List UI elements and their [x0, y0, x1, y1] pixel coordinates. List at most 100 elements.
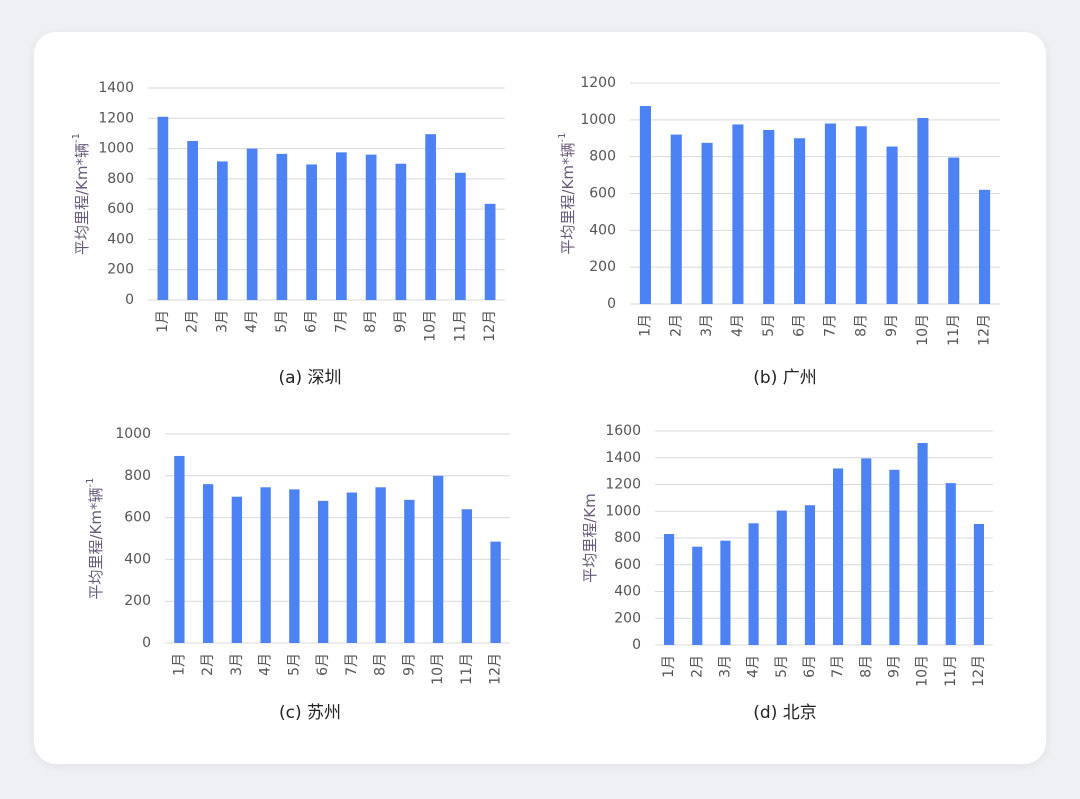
bar [246, 148, 258, 300]
bar [346, 492, 358, 643]
y-tick-label: 1400 [605, 450, 641, 466]
x-tick-label: 8月 [363, 310, 379, 333]
bar [979, 189, 991, 304]
y-tick-label: 400 [124, 551, 151, 567]
y-tick-label: 200 [107, 262, 134, 278]
x-tick-label: 11月 [459, 653, 475, 685]
x-tick-label: 7月 [830, 655, 846, 678]
card [34, 32, 1046, 764]
bar [945, 483, 956, 645]
bar [231, 496, 243, 643]
x-tick-label: 5月 [274, 310, 290, 333]
bar [701, 142, 713, 304]
y-tick-label: 800 [589, 149, 616, 165]
bar [748, 523, 759, 645]
bar [455, 172, 466, 300]
caption: (a) 深圳 [278, 368, 341, 388]
bar [889, 469, 900, 645]
x-tick-label: 3月 [214, 310, 230, 333]
chart-panel: 0 200 400 600 800 1000 1200 1400 1600 1月 2月 3月 4月 5月 6… [581, 423, 993, 723]
x-tick-label: 11月 [943, 655, 959, 687]
x-tick-label: 8月 [853, 314, 869, 337]
y-axis-label-sup: -1 [557, 133, 568, 143]
x-tick-label: 8月 [858, 655, 874, 678]
y-axis-label-text: 平均里程/Km*辆 [559, 142, 577, 254]
x-tick-label: 1月 [171, 653, 187, 676]
y-tick-label: 600 [107, 201, 134, 217]
x-tick-label: 2月 [668, 314, 684, 337]
y-axis-label-text: 平均里程/Km [581, 493, 599, 583]
y-axis-label: 平均里程/Km*辆-1 [71, 133, 91, 255]
x-tick-label: 9月 [393, 310, 409, 333]
y-axis-label-text: 平均里程/Km*辆 [73, 143, 91, 255]
chart-panel: 0 200 400 600 800 1000 1月 2月 3月 4月 5月 6月 7月 8月 9月 10月 11… [85, 426, 510, 723]
x-tick-label: 5月 [761, 314, 777, 337]
x-tick-label: 1月 [637, 314, 653, 337]
x-tick-label: 4月 [746, 655, 762, 678]
x-tick-label: 1月 [661, 655, 677, 678]
x-tick-label: 12月 [971, 655, 987, 687]
x-tick-label: 2月 [200, 653, 216, 676]
bar [260, 487, 271, 643]
y-axis-label-text: 平均里程/Km*辆 [87, 487, 105, 599]
bar [917, 443, 928, 645]
x-tick-label: 12月 [482, 310, 498, 342]
x-tick-label: 5月 [774, 655, 790, 678]
y-tick-label: 600 [124, 510, 151, 526]
y-tick-label: 1200 [98, 110, 134, 126]
y-tick-label: 200 [614, 610, 641, 626]
x-tick-label: 12月 [977, 314, 993, 346]
x-tick-label: 4月 [244, 310, 260, 333]
bar [804, 505, 815, 645]
y-axis-label: 平均里程/Km*辆-1 [85, 478, 105, 600]
y-axis-label: 平均里程/Km [581, 493, 599, 583]
bar [375, 487, 386, 643]
y-axis-label-sup: -1 [71, 133, 82, 143]
y-tick-label: 0 [607, 296, 616, 312]
x-tick-label: 9月 [886, 655, 902, 678]
y-tick-label: 600 [614, 557, 641, 573]
bar [217, 161, 228, 300]
x-tick-label: 10月 [423, 310, 439, 342]
x-tick-label: 10月 [915, 655, 931, 687]
bar [855, 126, 867, 304]
x-tick-label: 4月 [730, 314, 746, 337]
bar [432, 475, 444, 643]
bar [824, 123, 836, 305]
bar [276, 153, 288, 300]
bar [202, 484, 214, 643]
x-tick-label: 8月 [373, 653, 389, 676]
x-tick-label: 6月 [802, 655, 818, 678]
x-tick-label: 2月 [689, 655, 705, 678]
bar [490, 541, 501, 643]
y-tick-label: 400 [589, 222, 616, 238]
y-tick-label: 1000 [580, 112, 616, 128]
x-tick-label: 6月 [792, 314, 808, 337]
bar [336, 152, 347, 300]
bar [461, 509, 473, 643]
x-tick-label: 10月 [915, 314, 931, 346]
x-tick-label: 2月 [185, 310, 201, 333]
y-tick-label: 400 [614, 584, 641, 600]
chart-panel: 0 200 400 600 800 1000 1200 1400 1月 2月 3月 4月 5月 6月 7月 8… [71, 80, 505, 388]
y-tick-label: 400 [107, 231, 134, 247]
y-axis-label: 平均里程/Km*辆-1 [557, 133, 577, 255]
y-tick-label: 800 [107, 171, 134, 187]
x-tick-label: 9月 [884, 314, 900, 337]
y-tick-label: 1000 [605, 503, 641, 519]
bar [948, 157, 960, 304]
caption: (b) 广州 [753, 368, 816, 388]
bar [886, 146, 898, 304]
y-tick-label: 0 [125, 292, 134, 308]
y-tick-label: 1000 [98, 141, 134, 157]
bar [404, 499, 415, 643]
y-tick-label: 200 [124, 593, 151, 609]
y-tick-label: 200 [589, 259, 616, 275]
y-tick-label: 1400 [98, 80, 134, 96]
bar [157, 116, 169, 301]
x-tick-label: 6月 [304, 310, 320, 333]
bar [664, 533, 675, 645]
x-tick-label: 3月 [717, 655, 733, 678]
bar [306, 164, 317, 300]
bar [187, 141, 198, 300]
